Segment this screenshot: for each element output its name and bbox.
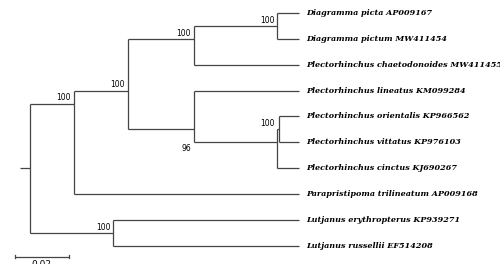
Text: Lutjanus russellii EF514208: Lutjanus russellii EF514208 (306, 242, 433, 250)
Text: Plectorhinchus cinctus KJ690267: Plectorhinchus cinctus KJ690267 (306, 164, 458, 172)
Text: 96: 96 (182, 144, 191, 153)
Text: Lutjanus erythropterus KP939271: Lutjanus erythropterus KP939271 (306, 216, 460, 224)
Text: 100: 100 (96, 223, 110, 232)
Text: Parapristipoma trilineatum AP009168: Parapristipoma trilineatum AP009168 (306, 190, 478, 198)
Text: Plectorhinchus orientalis KP966562: Plectorhinchus orientalis KP966562 (306, 112, 470, 120)
Text: 100: 100 (260, 16, 274, 25)
Text: 0.02: 0.02 (32, 260, 52, 264)
Text: Plectorhinchus lineatus KM099284: Plectorhinchus lineatus KM099284 (306, 87, 466, 95)
Text: 100: 100 (260, 119, 274, 128)
Text: 100: 100 (56, 93, 71, 102)
Text: Diagramma pictum MW411454: Diagramma pictum MW411454 (306, 35, 448, 43)
Text: Plectorhinchus vittatus KP976103: Plectorhinchus vittatus KP976103 (306, 138, 461, 146)
Text: Plectorhinchus chaetodonoides MW411455: Plectorhinchus chaetodonoides MW411455 (306, 61, 500, 69)
Text: 100: 100 (110, 80, 125, 89)
Text: 100: 100 (176, 29, 191, 37)
Text: Diagramma picta AP009167: Diagramma picta AP009167 (306, 9, 432, 17)
